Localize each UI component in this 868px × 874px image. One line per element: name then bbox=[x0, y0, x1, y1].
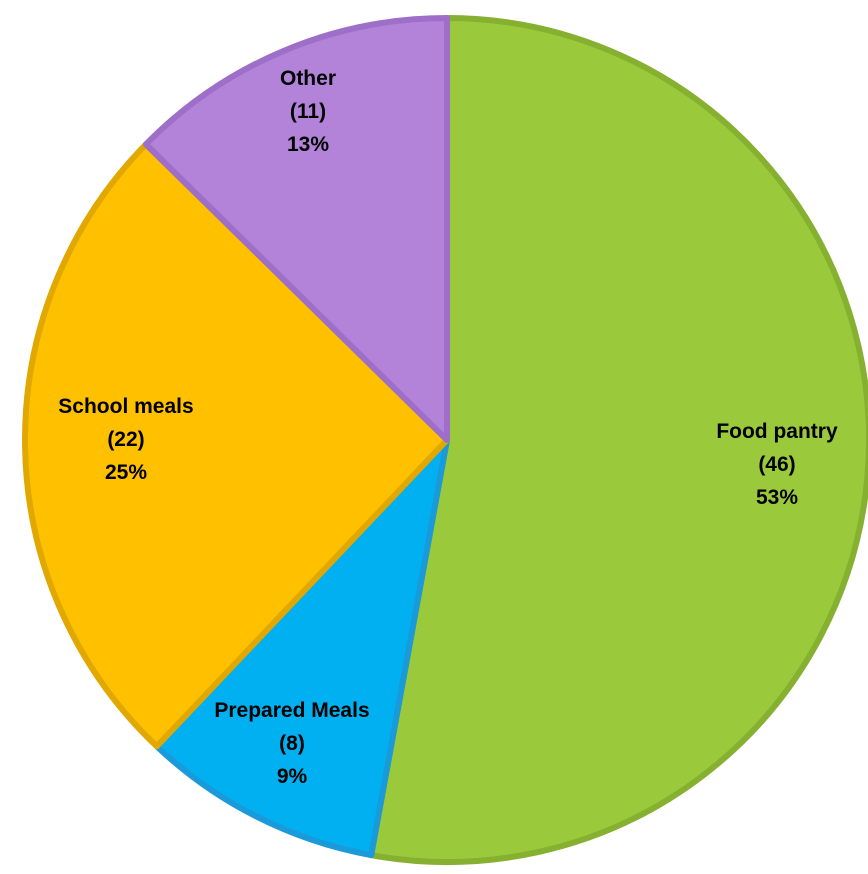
pie-slice-prepared-meals bbox=[153, 437, 450, 859]
slice-label-name-prepared-meals: Prepared Meals bbox=[214, 699, 369, 722]
pie-labels: Food pantry (46) 53% Prepared Meals (8) 9% Sch… bbox=[58, 67, 838, 788]
pie-slice-food-pantry bbox=[368, 15, 868, 865]
slice-label-percent-prepared-meals: 9% bbox=[277, 765, 308, 788]
slice-label-percent-other: 13% bbox=[287, 133, 329, 156]
slice-label-percent-food-pantry: 53% bbox=[756, 486, 798, 509]
slice-label-name-other: Other bbox=[280, 67, 336, 90]
slice-label-count-other: (11) bbox=[290, 100, 326, 123]
slice-label-count-food-pantry: (46) bbox=[758, 453, 795, 476]
pie-slice-other bbox=[142, 15, 450, 443]
slice-label-count-prepared-meals: (8) bbox=[279, 732, 305, 755]
slice-label-count-school-meals: (22) bbox=[107, 428, 144, 451]
pie-slice-school-meals bbox=[22, 141, 450, 750]
slice-label-name-food-pantry: Food pantry bbox=[716, 420, 838, 443]
pie-slices bbox=[22, 15, 868, 865]
slice-label-name-school-meals: School meals bbox=[58, 395, 193, 418]
slice-label-percent-school-meals: 25% bbox=[105, 461, 147, 484]
